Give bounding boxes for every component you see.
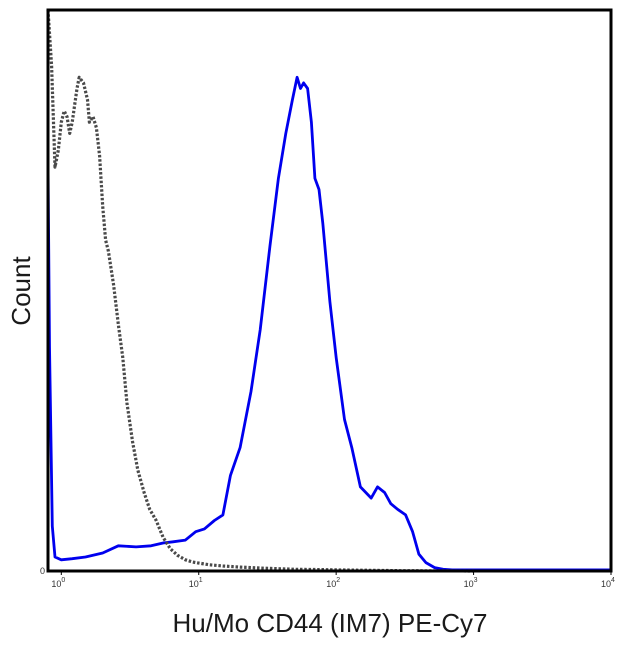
x-tick-label: 102 [326, 577, 340, 589]
x-tick-label: 103 [464, 577, 478, 589]
x-tick-label: 104 [601, 577, 615, 589]
y-axis-label: Count [6, 256, 36, 326]
series-line-solid-stained [46, 75, 611, 572]
y-axis-ticks: 0 [40, 566, 45, 576]
x-axis-ticks: 100 101 102 103 104 [51, 571, 615, 589]
series-layer [46, 9, 611, 573]
y-tick-label: 0 [40, 566, 45, 576]
x-axis-label: Hu/Mo CD44 (IM7) PE-Cy7 [173, 608, 488, 638]
x-tick-label: 101 [189, 577, 203, 589]
x-tick-label: 100 [51, 577, 65, 589]
plot-frame [46, 8, 613, 573]
series-line-dotted-control [46, 9, 474, 573]
